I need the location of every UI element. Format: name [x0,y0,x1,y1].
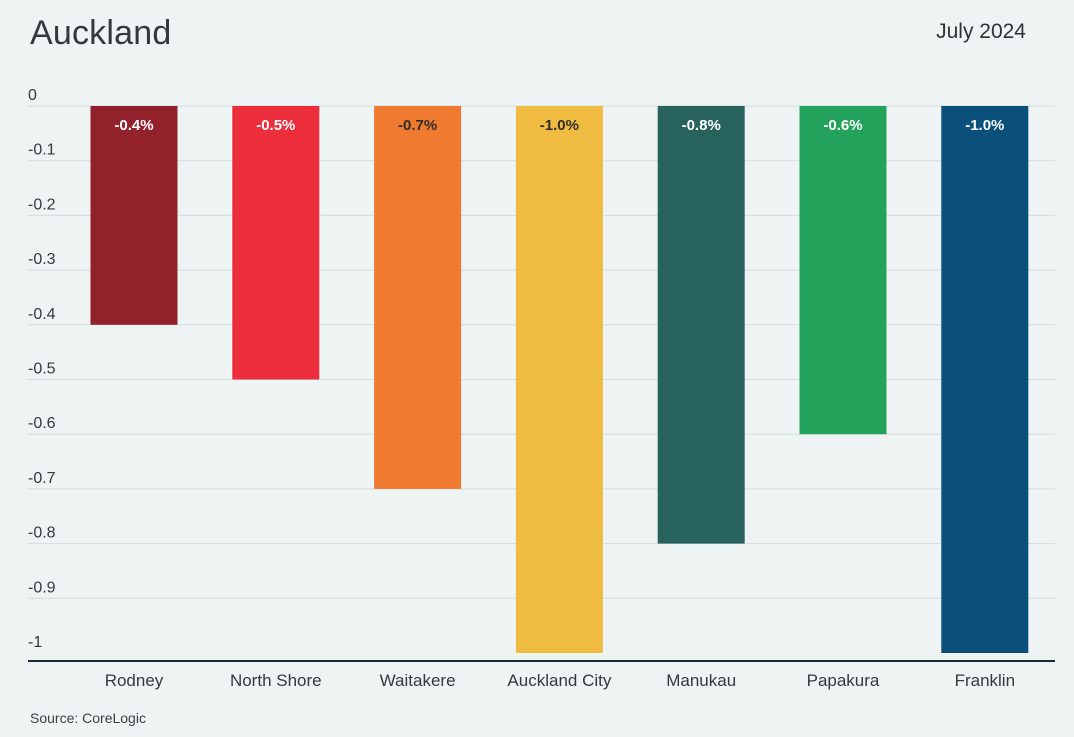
x-tick-label: Waitakere [380,671,456,690]
data-label: -0.8% [682,117,721,134]
chart-title: Auckland [30,14,172,52]
bar-north-shore [232,106,320,380]
bar-waitakere [374,106,462,489]
y-tick-label: -0.6 [28,415,56,432]
bar-franklin [941,106,1029,653]
x-axis-categories: Rodney North Shore Waitakere Auckland City M… [105,671,1015,690]
data-label: -0.5% [256,117,295,134]
data-label: -1.0% [540,117,579,134]
data-label: -0.4% [114,117,153,134]
data-label: -0.6% [823,117,862,134]
y-tick-label: -0.2 [28,196,56,213]
data-label: -1.0% [965,117,1004,134]
y-tick-label: -0.9 [28,579,56,596]
bar-manukau [657,106,745,544]
source-note: Source: CoreLogic [30,710,146,726]
y-tick-label: -0.7 [28,470,56,487]
y-tick-label: -0.1 [28,142,56,159]
bar-papakura [799,106,887,435]
y-tick-label: -0.5 [28,361,56,378]
y-tick-label: -0.4 [28,306,56,323]
x-tick-label: Franklin [955,671,1015,690]
data-label: -0.7% [398,117,437,134]
chart-date: July 2024 [936,20,1026,43]
x-tick-label: Papakura [807,671,880,690]
data-labels: -0.4% -0.5% -0.7% -1.0% -0.8% -0.6% -1.0% [114,117,1004,134]
bars [90,106,1029,653]
y-tick-label: -1 [28,634,42,651]
bar-auckland-city [515,106,603,653]
y-axis-ticks: 0 -0.1 -0.2 -0.3 -0.4 -0.5 -0.6 -0.7 -0.8 -0.9 -1 [28,87,56,651]
bar-rodney [90,106,178,325]
x-tick-label: Rodney [105,671,164,690]
x-tick-label: Auckland City [507,671,611,690]
x-tick-label: Manukau [666,671,736,690]
x-tick-label: North Shore [230,671,322,690]
y-tick-label: -0.3 [28,251,56,268]
y-tick-label: 0 [28,87,37,104]
y-tick-label: -0.8 [28,525,56,542]
